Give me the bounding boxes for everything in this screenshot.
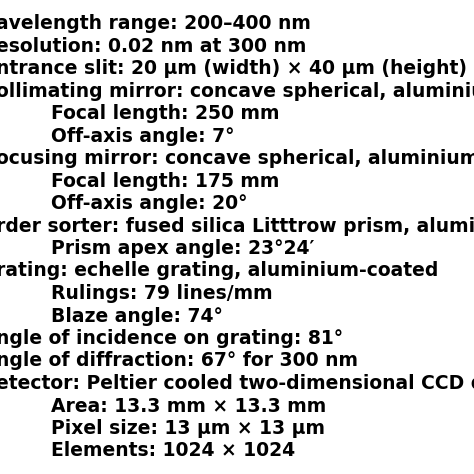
Text: Area: 13.3 mm × 13.3 mm: Area: 13.3 mm × 13.3 mm — [51, 396, 326, 416]
Text: Pixel size: 13 μm × 13 μm: Pixel size: 13 μm × 13 μm — [51, 419, 325, 438]
Text: Off-axis angle: 7°: Off-axis angle: 7° — [51, 127, 235, 146]
Text: avelength range: 200–400 nm: avelength range: 200–400 nm — [0, 14, 311, 33]
Text: Focal length: 175 mm: Focal length: 175 mm — [51, 172, 279, 191]
Text: Off-axis angle: 20°: Off-axis angle: 20° — [51, 194, 247, 213]
Text: esolution: 0.02 nm at 300 nm: esolution: 0.02 nm at 300 nm — [0, 36, 306, 55]
Text: etector: Peltier cooled two-dimensional CCD detector: etector: Peltier cooled two-dimensional … — [0, 374, 474, 393]
Text: ollimating mirror: concave spherical, aluminium-coated: ollimating mirror: concave spherical, al… — [0, 82, 474, 100]
Text: rder sorter: fused silica Litttrow prism, aluminium-coated: rder sorter: fused silica Litttrow prism… — [0, 217, 474, 236]
Text: Prism apex angle: 23°24′: Prism apex angle: 23°24′ — [51, 239, 315, 258]
Text: ntrance slit: 20 μm (width) × 40 μm (height): ntrance slit: 20 μm (width) × 40 μm (hei… — [0, 59, 467, 78]
Text: ocusing mirror: concave spherical, aluminium-coated: ocusing mirror: concave spherical, alumi… — [0, 149, 474, 168]
Text: Blaze angle: 74°: Blaze angle: 74° — [51, 307, 223, 326]
Text: ngle of diffraction: 67° for 300 nm: ngle of diffraction: 67° for 300 nm — [0, 352, 358, 371]
Text: Elements: 1024 × 1024: Elements: 1024 × 1024 — [51, 441, 295, 461]
Text: Rulings: 79 lines/mm: Rulings: 79 lines/mm — [51, 284, 273, 303]
Text: Focal length: 250 mm: Focal length: 250 mm — [51, 104, 280, 123]
Text: ngle of incidence on grating: 81°: ngle of incidence on grating: 81° — [0, 329, 343, 348]
Text: rating: echelle grating, aluminium-coated: rating: echelle grating, aluminium-coate… — [0, 262, 438, 281]
